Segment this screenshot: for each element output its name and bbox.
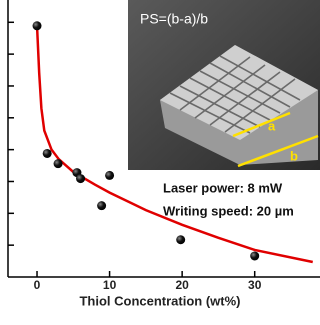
label-b: b (290, 148, 298, 163)
formula: PS=(b-a)/b (140, 11, 208, 27)
data-point (97, 201, 107, 211)
data-point (42, 148, 52, 158)
data-point (176, 235, 186, 245)
x-tick-label: 10 (103, 278, 117, 292)
x-axis-label: Thiol Concentration (wt%) (79, 293, 240, 308)
data-point (53, 159, 63, 169)
annotation: Laser power: 8 mW (163, 180, 283, 195)
data-point (105, 170, 115, 180)
label-a: a (268, 118, 276, 133)
data-point (32, 21, 42, 31)
data-point (250, 251, 260, 261)
inset-image (128, 0, 320, 170)
data-point (76, 174, 86, 184)
x-tick-label: 0 (34, 278, 41, 292)
x-tick-label: 20 (175, 278, 189, 292)
annotation: Writing speed: 20 µm (163, 203, 294, 218)
x-tick-label: 30 (248, 278, 262, 292)
